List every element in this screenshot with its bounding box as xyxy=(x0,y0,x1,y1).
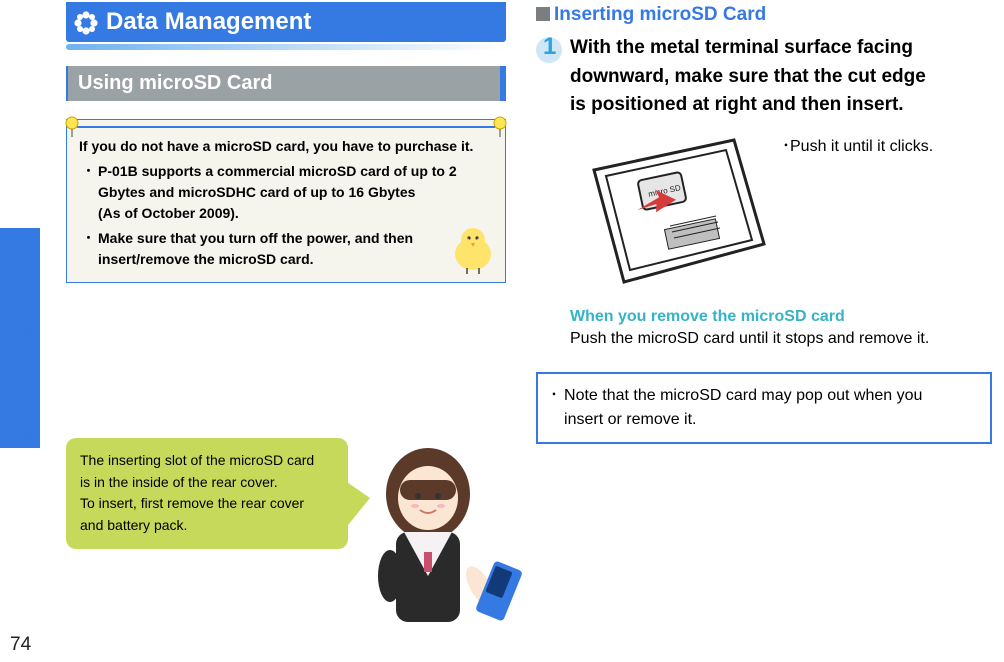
step-text: With the metal terminal surface facing d… xyxy=(570,34,926,120)
info-box-topline xyxy=(77,126,495,128)
step-number-badge: 1 xyxy=(536,34,570,120)
microsd-slot-illustration: micro SD xyxy=(570,132,772,294)
section-title-bar: Using microSD Card xyxy=(66,66,506,101)
pushpin-icon xyxy=(491,116,509,138)
push-note-row: micro SD ･Push it until it clicks. xyxy=(536,132,992,294)
side-tab-label: More Convenient xyxy=(20,302,40,440)
info-bullets: ･ P-01B supports a commercial microSD ca… xyxy=(79,161,493,270)
bullet-dot: ･ xyxy=(85,228,92,270)
heading-square-icon xyxy=(536,7,550,21)
right-heading: Inserting microSD Card xyxy=(536,4,992,26)
chick-icon xyxy=(447,224,499,276)
bullet-dot: ･ xyxy=(550,384,558,432)
info-bullet: Make sure that you turn off the power, a… xyxy=(98,228,413,270)
step-number: 1 xyxy=(543,33,556,61)
info-lead: If you do not have a microSD card, you h… xyxy=(79,138,473,154)
step: 1 With the metal terminal surface facing… xyxy=(536,34,992,120)
info-box: If you do not have a microSD card, you h… xyxy=(66,119,506,283)
left-column: Data Management Using microSD Card If yo… xyxy=(66,0,506,283)
pushpin-icon xyxy=(63,116,81,138)
caution-text: Note that the microSD card may pop out w… xyxy=(564,384,922,432)
bullet-dot: ･ xyxy=(85,161,92,224)
right-column: Inserting microSD Card 1 With the metal … xyxy=(536,0,992,444)
caution-box: ･ Note that the microSD card may pop out… xyxy=(536,372,992,444)
side-tab: More Convenient xyxy=(0,0,46,662)
girl-illustration xyxy=(348,436,528,656)
speech-bubble: The inserting slot of the microSD card i… xyxy=(66,438,348,549)
push-note-text: ･Push it until it clicks. xyxy=(772,132,992,294)
remove-text: Push the microSD card until it stops and… xyxy=(570,330,992,348)
info-bullet: P-01B supports a commercial microSD card… xyxy=(98,161,457,224)
remove-heading: When you remove the microSD card xyxy=(570,308,992,326)
page-number: 74 xyxy=(10,634,31,656)
title-underline xyxy=(66,44,506,50)
flower-icon xyxy=(72,9,100,37)
chapter-title-bar: Data Management xyxy=(66,2,506,42)
section-title: Using microSD Card xyxy=(78,72,272,94)
chapter-title: Data Management xyxy=(106,8,311,35)
